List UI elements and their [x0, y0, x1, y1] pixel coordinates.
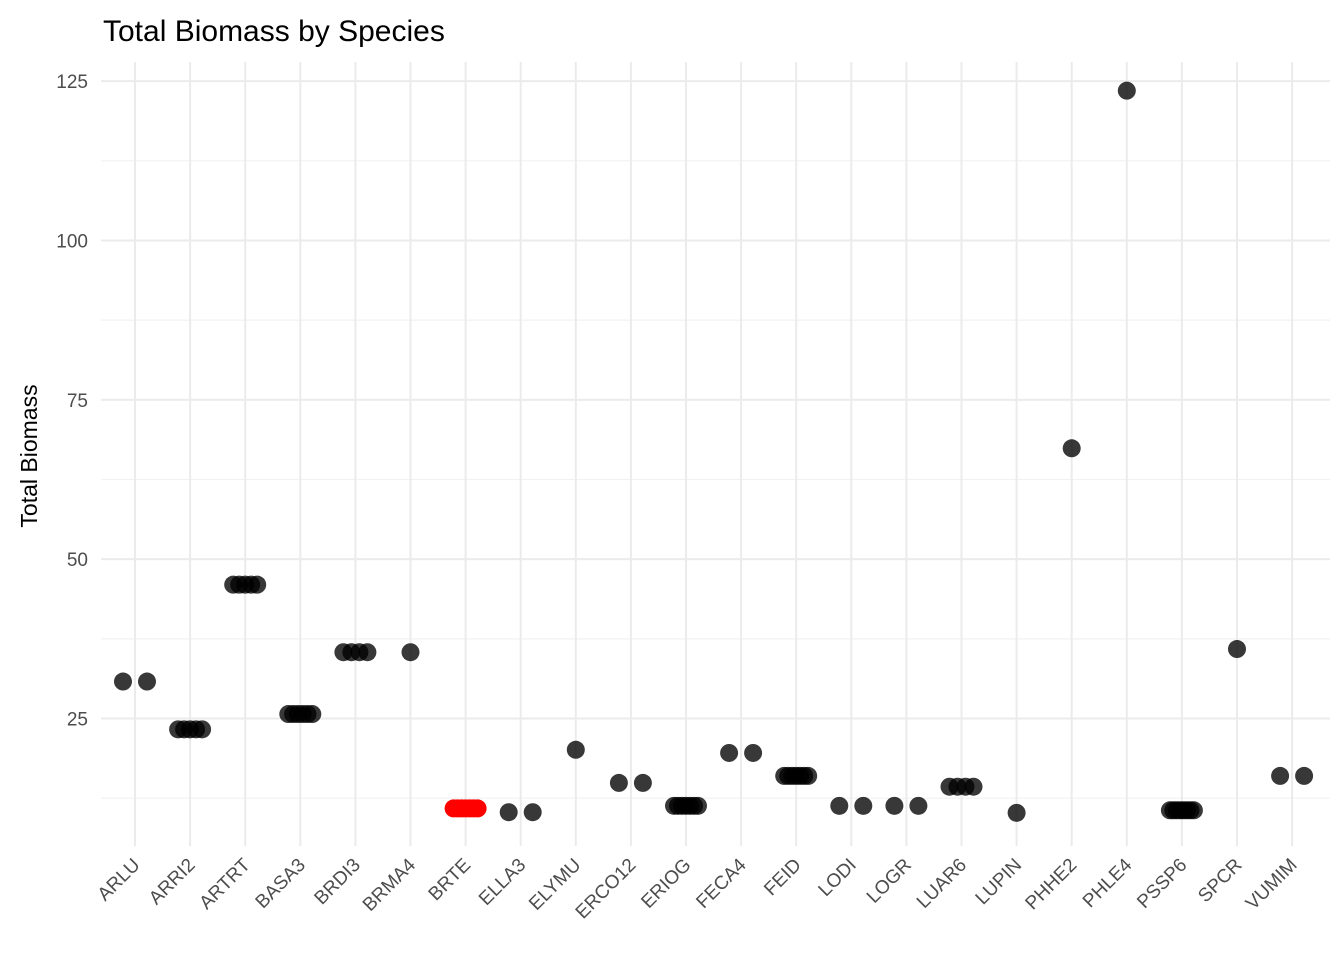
x-tick-label: FEID	[760, 855, 805, 900]
x-tick-label: FECA4	[692, 854, 750, 912]
x-tick-label: BRDI3	[311, 855, 365, 909]
data-point	[1295, 766, 1314, 785]
x-tick-label: LODI	[815, 855, 861, 901]
data-point	[909, 796, 928, 815]
x-tick-label: LUPIN	[972, 855, 1026, 909]
data-point	[566, 740, 585, 759]
data-point	[854, 796, 873, 815]
data-point	[401, 643, 420, 662]
data-point	[633, 773, 652, 792]
data-point	[358, 643, 377, 662]
chart-title: Total Biomass by Species	[103, 15, 445, 48]
data-point	[964, 777, 983, 796]
x-tick-label: BRMA4	[359, 854, 420, 915]
x-tick-label: VUMIM	[1242, 855, 1302, 915]
data-point	[799, 766, 818, 785]
data-point	[689, 796, 707, 815]
data-point-highlighted	[468, 799, 487, 818]
y-axis-label: Total Biomass	[16, 384, 42, 527]
data-point	[499, 803, 518, 822]
x-tick-label: ERIOG	[637, 855, 695, 913]
x-tick-label: ELLA3	[475, 855, 530, 910]
data-point	[744, 743, 763, 762]
x-tick-label: SPCR	[1194, 855, 1246, 907]
x-tick-label: ARRI2	[145, 855, 199, 909]
x-tick-label: BRTE	[425, 855, 475, 905]
data-point	[114, 672, 132, 691]
data-points	[114, 81, 1314, 822]
data-point	[1007, 803, 1026, 822]
y-tick-label: 25	[67, 710, 88, 731]
x-tick-label: LUAR6	[913, 855, 971, 913]
data-point	[1271, 766, 1290, 785]
x-tick-label: BASA3	[252, 855, 310, 913]
data-point	[138, 672, 156, 691]
data-point	[885, 796, 904, 815]
x-tick-label: LOGR	[863, 855, 916, 908]
data-point	[523, 803, 542, 822]
data-point	[1117, 81, 1136, 100]
x-tick-label: PSSP6	[1133, 855, 1191, 913]
y-tick-label: 100	[56, 231, 88, 252]
data-point	[830, 796, 849, 815]
data-point	[609, 773, 628, 792]
data-point	[248, 575, 267, 594]
data-point	[720, 743, 739, 762]
data-point	[1062, 439, 1081, 458]
x-tick-label: ERCO12	[572, 855, 641, 924]
data-point	[1228, 640, 1246, 659]
data-point	[1184, 801, 1203, 820]
y-tick-label: 50	[67, 550, 88, 571]
x-tick-label: PHHE2	[1022, 855, 1082, 915]
x-tick-label: ARLU	[94, 855, 145, 906]
y-tick-label: 125	[56, 72, 88, 93]
grid	[101, 62, 1330, 846]
x-tick-label: PHLE4	[1079, 854, 1137, 912]
y-tick-label: 75	[67, 391, 88, 412]
y-axis-ticks: 25 50 75 100 125	[56, 72, 88, 730]
x-tick-label: ARTRT	[196, 854, 255, 913]
data-point	[193, 720, 212, 739]
data-point	[303, 705, 322, 724]
